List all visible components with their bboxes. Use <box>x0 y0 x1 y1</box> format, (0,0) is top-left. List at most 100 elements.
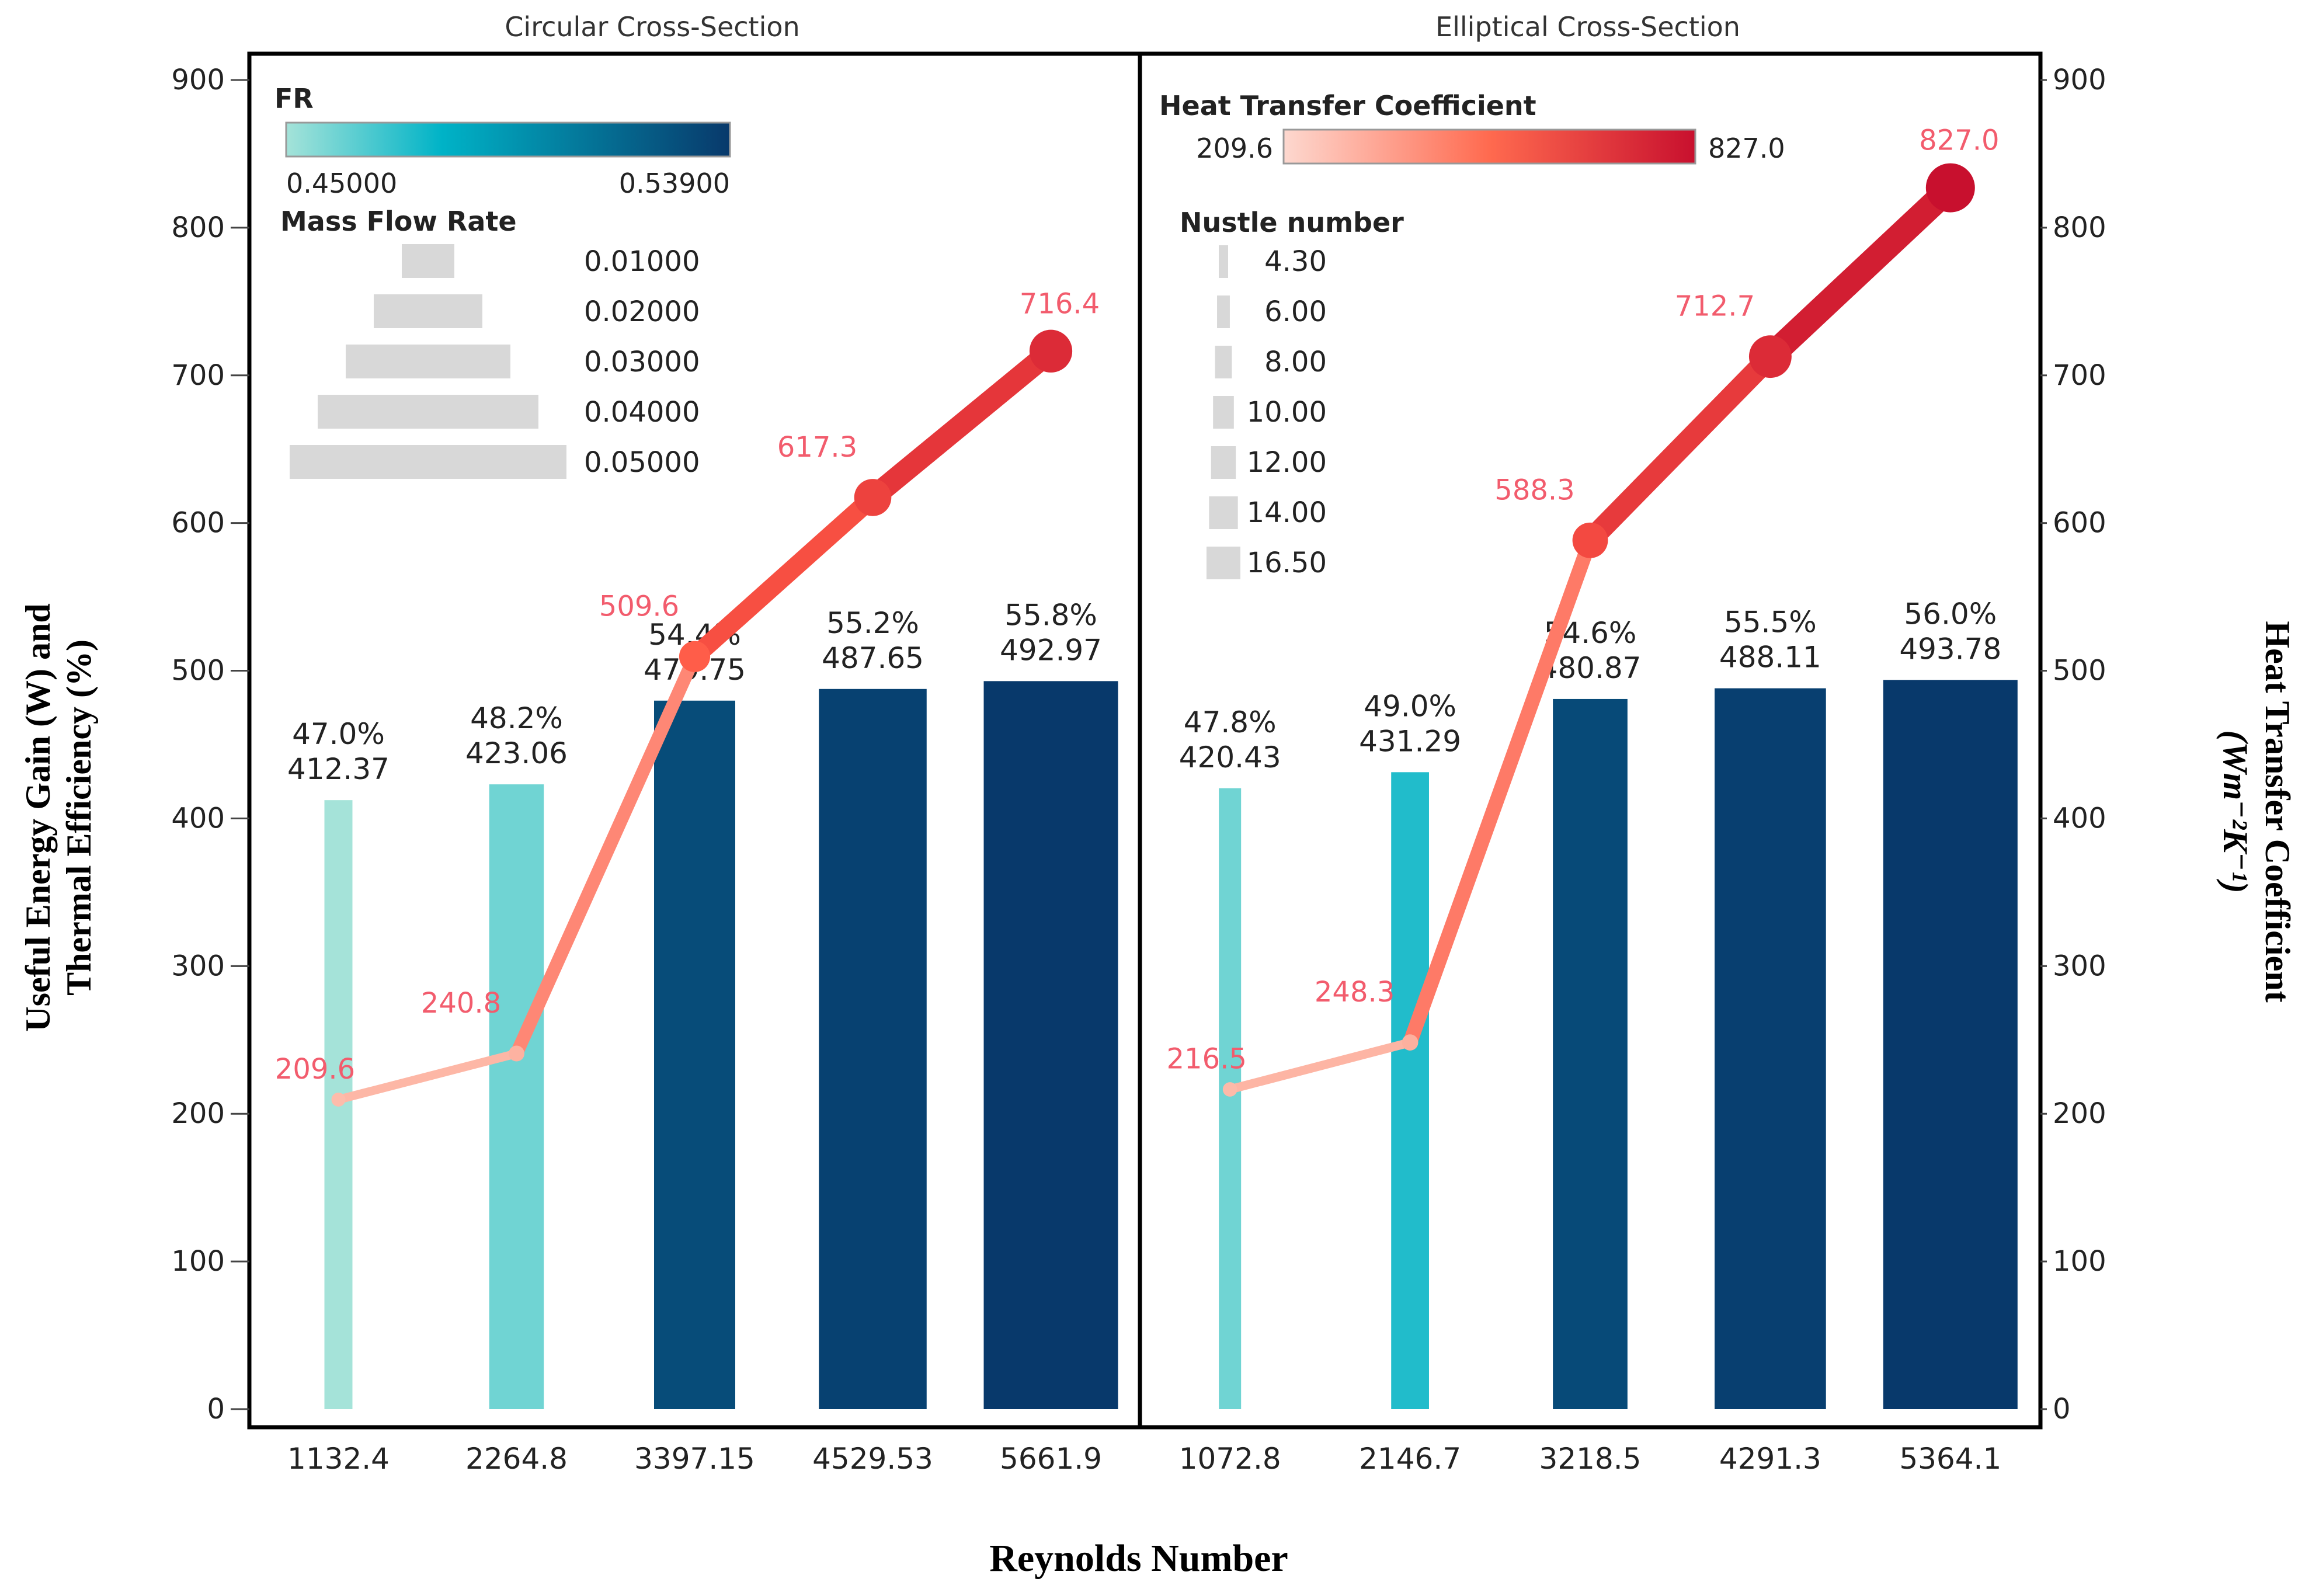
htc-segment-0-1 <box>510 649 701 1060</box>
legend-mass-flow-label-2: 0.03000 <box>584 346 700 378</box>
bar-0-4 <box>983 681 1118 1409</box>
y-tick-right-700: 700 <box>2053 359 2106 392</box>
bar-value-label-1-1: 431.29 <box>1359 724 1461 758</box>
x-tick-1-2: 3218.5 <box>1539 1442 1642 1476</box>
legend-nusselt-label-4: 12.00 <box>1247 446 1327 479</box>
bar-efficiency-label-0-0: 47.0% <box>292 717 385 751</box>
bar-value-label-1-3: 488.11 <box>1719 641 1821 674</box>
x-tick-1-1: 2146.7 <box>1359 1442 1461 1476</box>
legend-htc-min: 209.6 <box>1196 133 1273 164</box>
x-axis-ticks: 1132.4 2264.8 3397.15 4529.53 5661.9 1072.8 21… <box>287 1442 2001 1476</box>
htc-segment-1-3 <box>1757 175 1963 370</box>
heat-transfer-labels: 209.6 240.8 509.6 617.3 716.4 216.5 248.3 588.3… <box>275 124 2000 1086</box>
bar-efficiency-label-0-1: 48.2% <box>470 701 563 735</box>
bar-value-label-0-0: 412.37 <box>287 752 390 786</box>
legend-nusselt-label-0: 4.30 <box>1264 245 1327 278</box>
x-tick-1-4: 5364.1 <box>1899 1442 2001 1476</box>
y-tick-left-800: 800 <box>171 211 225 244</box>
y-tick-left-600: 600 <box>171 507 225 540</box>
y-tick-right-300: 300 <box>2053 950 2106 982</box>
legend-nusselt-label-1: 6.00 <box>1264 295 1327 328</box>
y-tick-left-400: 400 <box>171 802 225 834</box>
y-tick-right-0: 0 <box>2053 1393 2071 1425</box>
heat-transfer-lines <box>331 163 1975 1107</box>
htc-label-0-4: 716.4 <box>1020 287 1100 320</box>
htc-segment-0-0 <box>334 1049 521 1104</box>
bar-0-2 <box>654 700 735 1409</box>
y-tick-right-400: 400 <box>2053 802 2106 834</box>
x-tick-1-3: 4291.3 <box>1719 1442 1821 1476</box>
htc-label-1-3: 712.7 <box>1675 290 1755 323</box>
panel-title-circular: Circular Cross-Section <box>505 11 799 43</box>
y-axis-right-title-line1: Heat Transfer Coefficient <box>2258 621 2297 1002</box>
bar-value-label-1-2: 480.87 <box>1539 651 1642 685</box>
bar-value-label-0-3: 487.65 <box>822 641 924 675</box>
legend-mass-flow-label-3: 0.04000 <box>584 396 700 429</box>
bar-value-label-0-4: 492.97 <box>1000 633 1102 667</box>
htc-segment-1-1 <box>1403 533 1598 1050</box>
legend-mass-flow-label-0: 0.01000 <box>584 245 700 278</box>
htc-point-0-4 <box>1029 329 1073 373</box>
legend-nusselt-bar-2 <box>1215 346 1232 378</box>
legend-htc-gradient <box>1282 128 1696 165</box>
bar-value-label-1-0: 420.43 <box>1179 740 1281 774</box>
legend-nusselt-bar-6 <box>1207 547 1240 579</box>
htc-label-0-0: 209.6 <box>275 1053 355 1086</box>
bar-efficiency-label-1-1: 49.0% <box>1364 689 1456 723</box>
htc-point-0-1 <box>508 1045 525 1062</box>
legend-fr: FR 0.45000 0.53900 <box>274 83 731 199</box>
legend-mass-flow-bar-0 <box>402 244 454 278</box>
bar-1-1 <box>1391 772 1429 1409</box>
y-tick-right-800: 800 <box>2053 211 2106 244</box>
legend-nusselt-bar-0 <box>1219 245 1228 278</box>
x-tick-1-0: 1072.8 <box>1179 1442 1281 1476</box>
x-tick-0-1: 2264.8 <box>465 1442 568 1476</box>
x-axis-title: Reynolds Number <box>989 1537 1288 1580</box>
y-tick-right-100: 100 <box>2053 1245 2106 1278</box>
bar-value-label-1-4: 493.78 <box>1899 632 2001 666</box>
legend-mass-flow-bar-1 <box>374 294 482 328</box>
y-tick-left-100: 100 <box>171 1245 225 1278</box>
legend-mass-flow-bar-4 <box>290 445 566 479</box>
htc-label-0-3: 617.3 <box>777 431 857 464</box>
legend-htc-max: 827.0 <box>1708 133 1785 164</box>
y-tick-right-200: 200 <box>2053 1097 2106 1130</box>
y-axis-left-title-line1: Useful Energy Gain (W) and <box>19 603 57 1031</box>
htc-point-0-3 <box>854 479 892 516</box>
legend-mass-flow-title: Mass Flow Rate <box>280 206 517 237</box>
legend-htc-title: Heat Transfer Coefficient <box>1159 90 1536 121</box>
y-tick-left-900: 900 <box>171 64 225 96</box>
htc-point-1-2 <box>1572 522 1608 558</box>
htc-point-1-3 <box>1748 335 1792 378</box>
htc-segment-1-2 <box>1579 346 1781 551</box>
legend-nusselt-label-3: 10.00 <box>1247 396 1327 429</box>
legend-nusselt-label-5: 14.00 <box>1247 496 1327 529</box>
y-tick-left-200: 200 <box>171 1097 225 1130</box>
legend-nusselt-bar-4 <box>1211 446 1236 479</box>
legend-mass-flow-label-4: 0.05000 <box>584 446 700 479</box>
legend-htc: Heat Transfer Coefficient 209.6 827.0 <box>1159 90 1785 165</box>
htc-label-0-2: 509.6 <box>599 590 679 623</box>
bar-1-0 <box>1219 788 1242 1409</box>
y-tick-left-700: 700 <box>171 359 225 392</box>
bar-efficiency-label-0-3: 55.2% <box>826 606 919 640</box>
y-axis-left-ticks: 0 100 200 300 400 500 600 700 800 900 <box>171 64 249 1425</box>
legend-nusselt: Nustle number 4.30 6.00 8.00 10.00 12.00 14.0… <box>1180 207 1404 579</box>
bar-value-label-0-1: 423.06 <box>465 736 568 770</box>
legend-mass-flow-bar-3 <box>318 395 538 429</box>
legend-mass-flow: Mass Flow Rate 0.01000 0.02000 0.03000 0.04… <box>280 206 700 479</box>
y-tick-right-600: 600 <box>2053 507 2106 540</box>
legend-nusselt-bar-1 <box>1217 295 1230 328</box>
y-tick-left-500: 500 <box>171 655 225 687</box>
y-axis-right-title-line2: (Wm⁻²K⁻¹) <box>2216 730 2255 893</box>
htc-label-1-4: 827.0 <box>1919 124 1999 157</box>
legend-nusselt-label-2: 8.00 <box>1264 346 1327 378</box>
y-tick-right-500: 500 <box>2053 655 2106 687</box>
legend-mass-flow-label-1: 0.02000 <box>584 295 700 328</box>
x-tick-0-0: 1132.4 <box>287 1442 390 1476</box>
htc-label-1-2: 588.3 <box>1494 474 1574 506</box>
bar-1-4 <box>1883 680 2018 1409</box>
htc-segment-0-3 <box>861 340 1062 509</box>
panel-title-elliptical: Elliptical Cross-Section <box>1435 11 1740 43</box>
